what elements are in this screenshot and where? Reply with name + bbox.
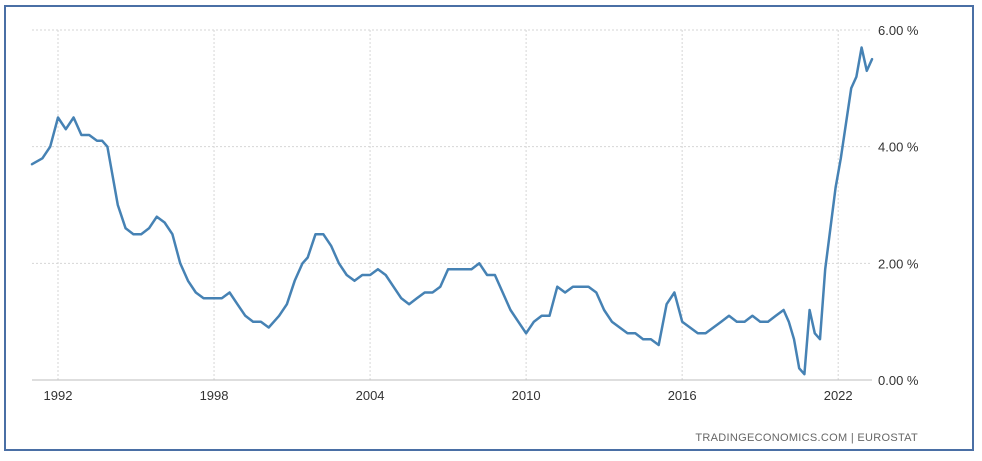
- x-tick-label: 2004: [356, 388, 385, 403]
- y-tick-label: 4.00 %: [878, 140, 919, 155]
- x-tick-label: 1998: [200, 388, 229, 403]
- x-tick-label: 2010: [512, 388, 541, 403]
- chart-frame: [4, 5, 974, 451]
- y-tick-label: 2.00 %: [878, 256, 919, 271]
- source-attribution[interactable]: TRADINGECONOMICS.COM | EUROSTAT: [695, 432, 918, 444]
- grid-lines: [32, 29, 872, 381]
- series-layer: [30, 46, 874, 376]
- y-tick-label: 6.00 %: [878, 23, 919, 38]
- x-tick-label: 1992: [44, 388, 73, 403]
- y-tick-label: 0.00 %: [878, 373, 919, 388]
- series-line[interactable]: [30, 46, 874, 376]
- x-axis-ticks: 1992 1998 2004 2010 2016 2022: [44, 388, 853, 403]
- x-tick-label: 2022: [824, 388, 853, 403]
- x-tick-label: 2016: [668, 388, 697, 403]
- y-axis-ticks: 0.00 % 2.00 % 4.00 % 6.00 %: [878, 23, 919, 388]
